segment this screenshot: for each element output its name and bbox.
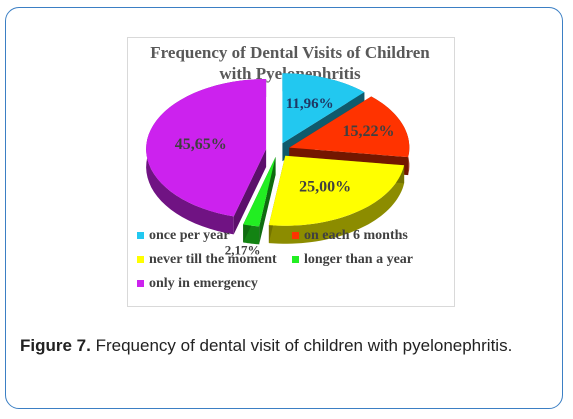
pie-slice-wall [233, 149, 267, 235]
pie-slice-side [268, 165, 405, 244]
pie-value-label-5: 45,65% [175, 136, 227, 153]
legend-item-3: never till the moment [137, 252, 277, 268]
pie-value-label-1: 11,96% [286, 96, 334, 112]
pie-slice-4 [243, 157, 276, 245]
legend-item-1: once per year [137, 228, 230, 244]
legend-item-2: on each 6 months [292, 228, 408, 244]
caption-prefix: Figure 7. [20, 336, 91, 355]
pie-slice-5 [146, 79, 267, 235]
pie-slice-top [282, 73, 365, 144]
legend-label: only in emergency [149, 276, 258, 291]
pie-slice-top [243, 157, 276, 227]
pie-value-label-4: 2,17% [225, 243, 261, 258]
figure-caption: Figure 7. Frequency of dental visit of c… [20, 335, 540, 357]
legend-swatch [137, 256, 144, 264]
legend-label: never till the moment [149, 252, 277, 267]
pie-slice-top [146, 79, 267, 217]
legend-swatch [137, 280, 144, 288]
legend-swatch [292, 256, 299, 264]
pie-value-label-2: 15,22% [343, 123, 395, 140]
caption-text: Frequency of dental visit of children wi… [90, 336, 513, 355]
pie-slice-top [289, 96, 410, 158]
pie-value-label-3: 25,00% [299, 178, 351, 195]
legend-label: once per year [149, 228, 230, 243]
pie-slice-top [268, 155, 405, 226]
pie-slice-3 [268, 155, 405, 244]
legend-swatch [137, 232, 144, 240]
legend-item-5: only in emergency [137, 276, 258, 292]
legend-swatch [292, 232, 299, 240]
legend-item-4: longer than a year [292, 252, 413, 268]
legend-label: on each 6 months [304, 228, 408, 243]
legend-label: longer than a year [304, 252, 414, 267]
